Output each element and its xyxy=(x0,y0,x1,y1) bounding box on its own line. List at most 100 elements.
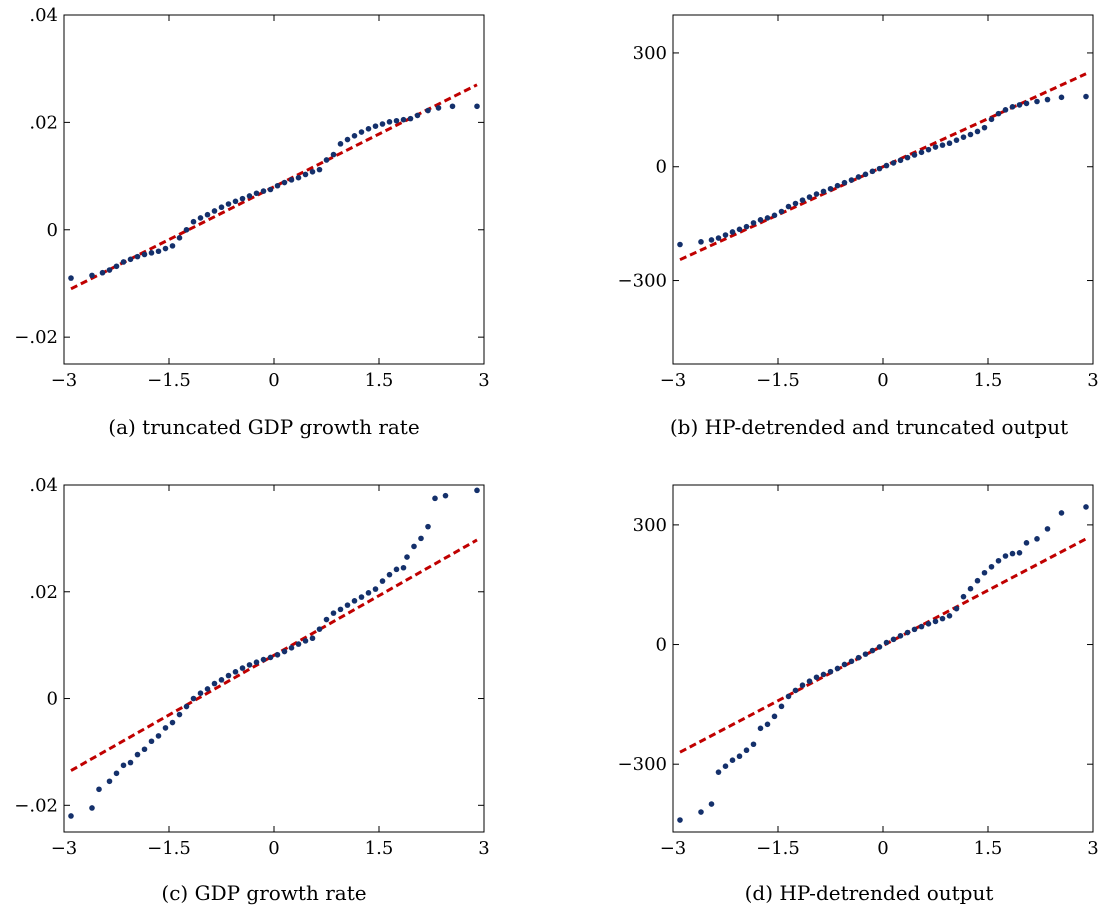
panel-b: −3 −1.5 0 1.5 3 −300 0 300 (b) HP-detrended and … xyxy=(618,14,1099,439)
data-point-d-8 xyxy=(750,741,757,748)
data-point-d-32 xyxy=(918,623,925,630)
data-point-c-40 xyxy=(365,590,372,596)
data-point-d-7 xyxy=(743,747,750,754)
data-point-b-14 xyxy=(792,200,799,207)
data-point-c-33 xyxy=(316,626,323,632)
data-point-b-46 xyxy=(1016,102,1023,108)
data-point-d-0 xyxy=(677,817,683,823)
data-point-c-12 xyxy=(169,719,176,726)
data-point-a-6 xyxy=(127,256,134,263)
y-tick-label-b-1: 0 xyxy=(656,157,667,178)
data-point-a-49 xyxy=(435,105,442,111)
data-point-b-23 xyxy=(855,174,862,180)
data-point-b-19 xyxy=(827,185,834,192)
data-point-d-10 xyxy=(764,721,771,728)
data-point-b-49 xyxy=(1044,96,1051,103)
caption-a: (a) truncated GDP growth rate xyxy=(108,415,419,439)
data-point-a-29 xyxy=(288,177,295,183)
data-point-b-33 xyxy=(925,146,932,153)
data-point-c-14 xyxy=(183,703,190,710)
data-point-c-32 xyxy=(309,635,316,642)
data-point-d-24 xyxy=(862,651,869,657)
data-point-a-31 xyxy=(302,171,309,178)
data-point-d-18 xyxy=(820,671,827,678)
plot-frame-a xyxy=(63,14,485,365)
data-point-c-3 xyxy=(106,778,113,785)
x-tick-label-a-3: 1.5 xyxy=(365,370,394,391)
data-point-a-19 xyxy=(218,204,225,211)
data-point-c-38 xyxy=(351,598,358,604)
data-point-a-48 xyxy=(425,107,431,114)
data-point-b-25 xyxy=(869,168,876,175)
data-point-b-44 xyxy=(1002,107,1009,113)
data-point-a-18 xyxy=(211,208,218,214)
data-point-a-38 xyxy=(351,133,358,139)
data-point-d-11 xyxy=(771,713,778,720)
data-point-c-6 xyxy=(127,759,134,766)
data-point-d-13 xyxy=(785,693,792,700)
x-tick-label-b-2: 0 xyxy=(877,370,888,391)
data-point-a-26 xyxy=(267,186,274,193)
data-point-d-4 xyxy=(722,763,729,769)
data-point-a-35 xyxy=(330,151,337,158)
data-point-d-25 xyxy=(869,647,876,654)
y-tick-label-c-0: −.02 xyxy=(14,795,58,816)
data-point-a-16 xyxy=(197,215,204,221)
data-point-c-24 xyxy=(253,659,260,666)
data-point-d-31 xyxy=(911,626,918,633)
data-point-a-21 xyxy=(232,198,239,205)
data-point-c-20 xyxy=(225,672,232,679)
data-point-b-13 xyxy=(785,203,792,210)
data-point-c-22 xyxy=(239,665,246,671)
data-point-b-20 xyxy=(834,182,841,189)
data-point-b-5 xyxy=(729,229,736,235)
x-tick-label-a-0: −3 xyxy=(51,370,78,391)
data-point-d-19 xyxy=(827,668,834,675)
data-point-b-39 xyxy=(967,131,974,138)
data-point-d-12 xyxy=(778,703,785,710)
data-point-b-40 xyxy=(974,128,981,135)
data-point-a-32 xyxy=(309,168,316,175)
data-point-d-30 xyxy=(904,629,911,636)
data-point-a-1 xyxy=(89,272,95,279)
data-point-c-21 xyxy=(232,669,239,675)
data-point-b-17 xyxy=(813,191,820,197)
data-point-c-50 xyxy=(432,495,438,502)
y-tick-label-a-1: 0 xyxy=(47,220,58,241)
data-point-b-16 xyxy=(806,194,813,200)
data-point-d-16 xyxy=(806,678,813,685)
panel-c: −3 −1.5 0 1.5 3 −.02 0 .02 .04 (c) GDP growth rat… xyxy=(14,475,489,905)
data-point-a-46 xyxy=(407,115,414,122)
data-point-c-5 xyxy=(120,762,127,769)
data-point-c-9 xyxy=(148,738,155,745)
data-point-a-39 xyxy=(358,129,365,135)
data-point-d-50 xyxy=(1058,510,1065,516)
data-point-a-11 xyxy=(162,245,169,252)
caption-b: (b) HP-detrended and truncated output xyxy=(670,415,1068,439)
y-tick-label-c-2: .02 xyxy=(29,582,58,603)
data-point-a-27 xyxy=(274,182,281,189)
data-point-a-0 xyxy=(68,275,74,281)
panel-a: −3 −1.5 0 1.5 3 −.02 0 .02 .04 (a) truncated GDP … xyxy=(14,5,489,439)
data-point-d-39 xyxy=(967,585,974,592)
data-point-a-17 xyxy=(204,211,211,218)
data-point-a-50 xyxy=(449,103,456,110)
data-point-d-48 xyxy=(1034,536,1040,542)
data-point-d-27 xyxy=(883,639,890,646)
x-tick-label-d-2: 0 xyxy=(877,838,888,859)
data-point-d-20 xyxy=(834,665,841,672)
x-tick-label-a-1: −1.5 xyxy=(147,370,191,391)
data-point-a-44 xyxy=(393,117,400,124)
data-point-d-40 xyxy=(974,577,981,584)
data-point-a-34 xyxy=(323,157,330,163)
data-point-c-25 xyxy=(260,656,267,663)
data-point-b-29 xyxy=(897,157,904,164)
data-point-a-9 xyxy=(148,250,155,256)
data-point-d-42 xyxy=(988,563,995,570)
data-point-c-49 xyxy=(425,523,431,530)
x-tick-label-d-4: 3 xyxy=(1087,838,1098,859)
data-point-b-50 xyxy=(1058,94,1065,101)
data-point-a-25 xyxy=(260,188,267,194)
data-point-c-11 xyxy=(162,725,169,731)
